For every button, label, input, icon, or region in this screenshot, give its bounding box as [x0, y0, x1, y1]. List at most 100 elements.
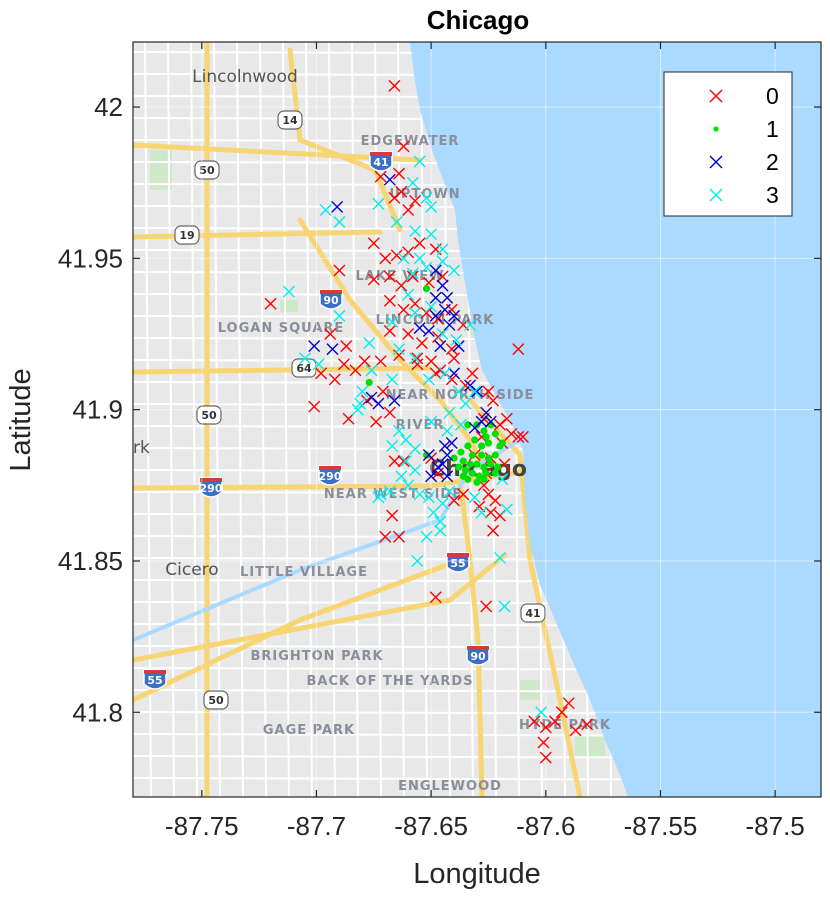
data-point: [397, 252, 410, 265]
data-point: [420, 530, 433, 543]
data-point: [326, 343, 339, 356]
data-point: [379, 252, 392, 265]
data-point: [409, 352, 422, 365]
data-point: [500, 503, 513, 516]
place-label: Cicero: [165, 560, 218, 580]
place-label: ENGLEWOOD: [398, 779, 502, 794]
data-point: [482, 385, 495, 398]
data-point: [409, 297, 422, 310]
x-tick-labels: -87.75 -87.7 -87.65 -87.6 -87.55 -87.5: [165, 811, 805, 841]
x-tick-label: -87.65: [394, 811, 468, 841]
y-tick-labels: 41.8 41.85 41.9 41.95 42: [58, 92, 123, 727]
shield-label: 90: [323, 294, 339, 307]
place-label: RIVER: [396, 418, 445, 433]
data-point: [413, 321, 426, 334]
data-point: [548, 715, 561, 728]
data-point: [299, 352, 311, 365]
data-point: [478, 442, 486, 450]
data-point: [459, 397, 472, 410]
data-point: [480, 463, 488, 471]
data-point: [372, 397, 385, 410]
data-point: [535, 706, 548, 719]
data-point: [436, 243, 449, 256]
data-point: [498, 600, 511, 613]
interstate-shield: 90: [466, 645, 490, 666]
data-point: [324, 328, 337, 341]
data-point: [480, 600, 493, 613]
interstate-shield: 90: [319, 289, 343, 310]
data-point: [383, 406, 396, 419]
data-point: [390, 249, 403, 262]
data-point: [432, 467, 445, 480]
road-shields: 14 41 50 19 90 64 50 290 290 55 41 90 55 50: [143, 110, 546, 710]
shield-label: 50: [201, 409, 217, 422]
data-point: [473, 478, 481, 486]
interstate-shield: 41: [369, 151, 393, 172]
data-point: [450, 334, 463, 347]
data-point: [422, 324, 435, 337]
data-point: [455, 463, 463, 471]
data-point: [422, 373, 435, 386]
shield-label: 19: [179, 229, 194, 242]
x-tick-label: -87.75: [165, 811, 239, 841]
data-point: [365, 378, 373, 387]
legend-marker-1: [713, 126, 719, 132]
data-point: [528, 715, 541, 728]
data-point: [340, 340, 353, 353]
legend-marker-2: [709, 155, 723, 169]
data-point: [427, 506, 440, 519]
interstate-shield: 290: [318, 465, 342, 486]
data-point: [468, 385, 481, 398]
data-point: [569, 724, 582, 737]
data-point: [448, 352, 461, 365]
data-point: [420, 306, 433, 319]
data-point: [494, 463, 502, 471]
data-point: [386, 439, 399, 452]
data-point: [452, 340, 465, 353]
data-point: [319, 203, 332, 216]
data-point: [555, 706, 568, 719]
data-point: [397, 455, 410, 468]
data-point: [388, 79, 401, 92]
data-point: [487, 460, 495, 468]
data-point: [466, 367, 479, 380]
data-point: [468, 469, 476, 477]
state-route-shield: 14: [277, 110, 303, 130]
data-point: [422, 491, 435, 504]
data-point: [333, 216, 346, 229]
data-point: [471, 385, 483, 398]
data-point: [409, 464, 422, 477]
data-points: [264, 79, 594, 764]
data-point: [482, 433, 490, 441]
data-point: [454, 418, 467, 431]
data-point: [539, 751, 552, 764]
data-point: [402, 328, 415, 341]
data-point: [425, 300, 438, 313]
data-point: [480, 475, 488, 483]
place-label: LITTLE VILLAGE: [240, 565, 368, 580]
data-point: [386, 315, 399, 328]
state-route-shield: 64: [291, 358, 317, 378]
data-point: [372, 491, 385, 504]
legend: 0 1 2 3: [663, 71, 793, 217]
data-point: [441, 291, 454, 304]
data-point: [356, 385, 369, 398]
data-point: [420, 191, 433, 204]
data-point: [422, 449, 435, 462]
data-point: [413, 252, 426, 265]
lake-michigan: [410, 42, 821, 797]
data-point: [312, 358, 325, 371]
data-point: [328, 373, 341, 386]
data-point: [393, 343, 406, 356]
data-point: [466, 460, 474, 468]
data-point: [425, 470, 438, 483]
data-point: [484, 506, 497, 519]
data-point: [386, 373, 399, 386]
legend-entry-label: 2: [766, 149, 779, 175]
data-point: [383, 324, 396, 337]
axes-frame: [132, 41, 822, 798]
data-point: [473, 460, 481, 468]
y-axis-label: Latitude: [5, 368, 37, 471]
data-point: [420, 261, 433, 274]
legend-entry-label: 1: [766, 116, 779, 142]
